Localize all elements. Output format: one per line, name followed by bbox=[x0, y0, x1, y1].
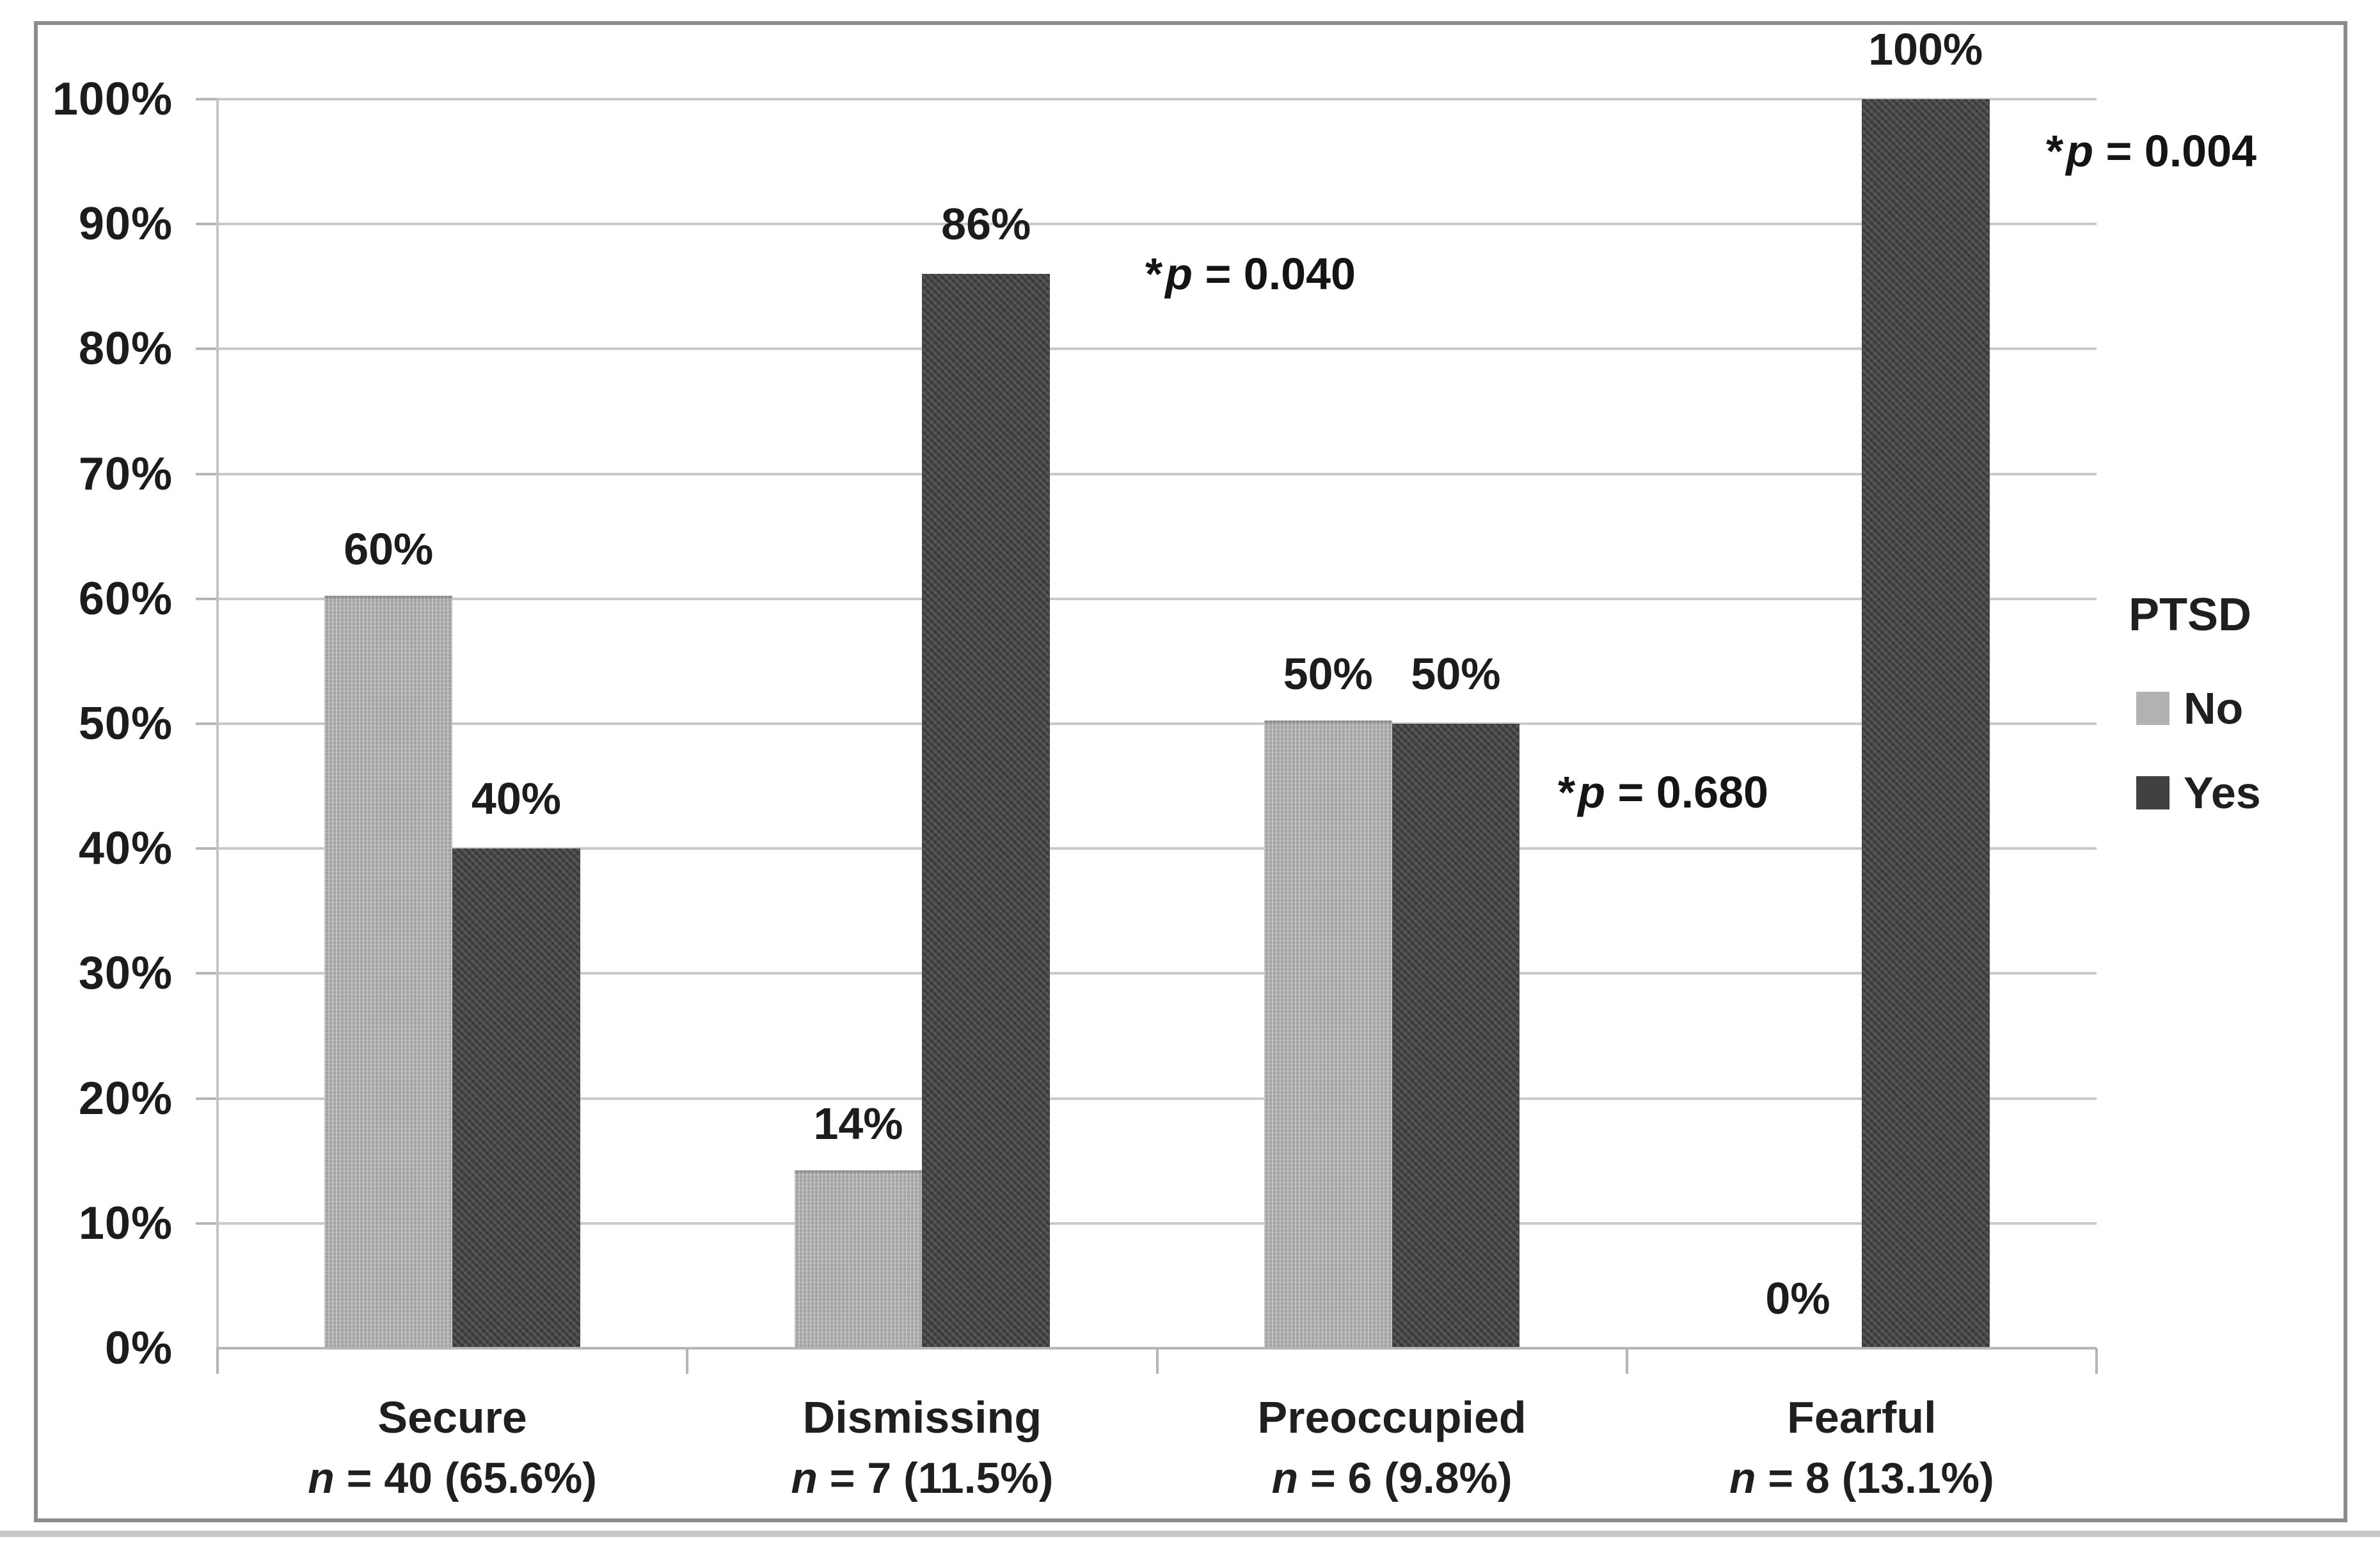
y-tick-100: 100% bbox=[52, 74, 173, 125]
x-axis-line bbox=[216, 1347, 2097, 1350]
y-axis-line bbox=[216, 99, 219, 1348]
p-symbol: p bbox=[2066, 126, 2094, 176]
category-name: Fearful bbox=[1787, 1392, 1937, 1442]
x-axis-tick bbox=[686, 1348, 689, 1374]
significance-star: * bbox=[1558, 767, 1578, 817]
bar-preoccupied-no bbox=[1264, 721, 1392, 1348]
n-symbol: n bbox=[1729, 1454, 1756, 1502]
p-value-annotation-dismissing: *p = 0.040 bbox=[1145, 248, 1356, 299]
gridline-60 bbox=[196, 597, 2097, 600]
bar-value-label-dismissing-yes: 86% bbox=[941, 199, 1031, 250]
x-axis-tick bbox=[1155, 1348, 1159, 1374]
bar-group-preoccupied: 50% 50% bbox=[1157, 99, 1627, 1348]
category-label-dismissing: Dismissing n = 7 (11.5%) bbox=[687, 1395, 1157, 1500]
p-value-text: = 0.680 bbox=[1605, 767, 1768, 817]
bar-slot-preoccupied-no: 50% bbox=[1264, 99, 1392, 1348]
n-symbol: n bbox=[791, 1454, 818, 1502]
gridline-90 bbox=[196, 223, 2097, 226]
bar-slot-preoccupied-yes: 50% bbox=[1392, 99, 1520, 1348]
n-symbol: n bbox=[308, 1454, 335, 1502]
bar-value-label-preoccupied-yes: 50% bbox=[1411, 649, 1501, 699]
plot-area: 60% 40% 14% 86% 50% bbox=[196, 24, 2098, 1374]
bar-secure-yes bbox=[452, 848, 580, 1348]
bar-dismissing-yes bbox=[922, 274, 1051, 1348]
bar-preoccupied-yes bbox=[1392, 724, 1520, 1348]
gridline-70 bbox=[196, 472, 2097, 475]
n-symbol: n bbox=[1271, 1454, 1299, 1502]
p-symbol: p bbox=[1578, 767, 1606, 817]
category-count: n = 6 (9.8%) bbox=[1271, 1454, 1512, 1502]
legend-swatch-yes bbox=[2136, 776, 2170, 809]
bar-value-label-fearful-no: 0% bbox=[1765, 1273, 1830, 1323]
x-axis-tick bbox=[2095, 1348, 2098, 1374]
legend-entry-label: No bbox=[2184, 683, 2244, 733]
bar-slot-fearful-yes: 100% bbox=[1861, 24, 1990, 1348]
y-tick-40: 40% bbox=[78, 823, 173, 875]
gridline-50 bbox=[196, 722, 2097, 725]
y-axis-tick-labels: 100% 90% 80% 70% 60% 50% 40% 30% 20% 10%… bbox=[0, 74, 173, 1374]
bar-value-label-dismissing-no: 14% bbox=[813, 1098, 903, 1149]
significance-star: * bbox=[2046, 126, 2067, 176]
bar-slot-secure-no: 60% bbox=[324, 99, 453, 1348]
gridline-80 bbox=[196, 347, 2097, 351]
legend-entry-yes: Yes bbox=[2136, 770, 2261, 815]
p-value-annotation-preoccupied: *p = 0.680 bbox=[1558, 767, 1768, 818]
gridline-10 bbox=[196, 1222, 2097, 1225]
p-value-annotation-fearful: *p = 0.004 bbox=[2046, 125, 2257, 177]
bar-slot-secure-yes: 40% bbox=[452, 99, 580, 1348]
y-tick-10: 10% bbox=[78, 1197, 173, 1249]
y-tick-90: 90% bbox=[78, 198, 173, 250]
y-tick-70: 70% bbox=[78, 448, 173, 500]
category-name: Dismissing bbox=[802, 1392, 1042, 1442]
bar-group-secure: 60% 40% bbox=[218, 99, 687, 1348]
y-tick-60: 60% bbox=[78, 573, 173, 625]
category-count: n = 8 (13.1%) bbox=[1729, 1454, 1994, 1502]
p-value-text: = 0.004 bbox=[2093, 126, 2257, 176]
bar-slot-fearful-no: 0% bbox=[1734, 99, 1862, 1348]
bar-value-label-fearful-yes: 100% bbox=[1868, 24, 1983, 74]
legend-swatch-no bbox=[2136, 692, 2170, 725]
gridline-30 bbox=[196, 972, 2097, 975]
gridline-20 bbox=[196, 1097, 2097, 1100]
x-axis-tick bbox=[1625, 1348, 1628, 1374]
category-label-preoccupied: Preoccupied n = 6 (9.8%) bbox=[1157, 1395, 1627, 1500]
category-name: Secure bbox=[377, 1392, 527, 1442]
bar-value-label-preoccupied-no: 50% bbox=[1283, 649, 1373, 699]
gridline-40 bbox=[196, 847, 2097, 850]
category-name: Preoccupied bbox=[1257, 1392, 1527, 1442]
x-axis-category-labels: Secure n = 40 (65.6%) Dismissing n = 7 (… bbox=[218, 1395, 2097, 1500]
category-label-secure: Secure n = 40 (65.6%) bbox=[218, 1395, 687, 1500]
category-label-fearful: Fearful n = 8 (13.1%) bbox=[1627, 1395, 2097, 1500]
bar-value-label-secure-no: 60% bbox=[344, 523, 434, 574]
significance-star: * bbox=[1145, 249, 1166, 299]
bar-secure-no bbox=[324, 595, 453, 1348]
legend-entry-label: Yes bbox=[2184, 768, 2261, 818]
bar-dismissing-no bbox=[794, 1170, 923, 1348]
bar-slot-dismissing-yes: 86% bbox=[922, 99, 1051, 1348]
y-tick-30: 30% bbox=[78, 948, 173, 999]
p-symbol: p bbox=[1165, 249, 1193, 299]
x-axis-tick bbox=[216, 1348, 219, 1374]
y-tick-0: 0% bbox=[104, 1323, 173, 1374]
legend: PTSD No Yes bbox=[2127, 589, 2261, 855]
p-value-text: = 0.040 bbox=[1193, 249, 1356, 299]
y-tick-50: 50% bbox=[78, 698, 173, 749]
category-count: n = 40 (65.6%) bbox=[308, 1454, 597, 1502]
bar-value-label-secure-yes: 40% bbox=[471, 774, 562, 824]
bar-fearful-yes bbox=[1861, 99, 1990, 1348]
bottom-rule bbox=[0, 1531, 2380, 1537]
figure-border bbox=[34, 21, 2347, 1522]
y-tick-80: 80% bbox=[78, 323, 173, 375]
legend-entry-no: No bbox=[2136, 686, 2261, 731]
bar-group-fearful: 0% 100% bbox=[1627, 24, 2097, 1348]
category-count: n = 7 (11.5%) bbox=[791, 1454, 1054, 1502]
bar-slot-dismissing-no: 14% bbox=[794, 99, 923, 1348]
legend-title: PTSD bbox=[2129, 589, 2252, 641]
bar-group-dismissing: 14% 86% bbox=[687, 99, 1157, 1348]
y-tick-20: 20% bbox=[78, 1072, 173, 1124]
gridline-100 bbox=[196, 98, 2097, 100]
